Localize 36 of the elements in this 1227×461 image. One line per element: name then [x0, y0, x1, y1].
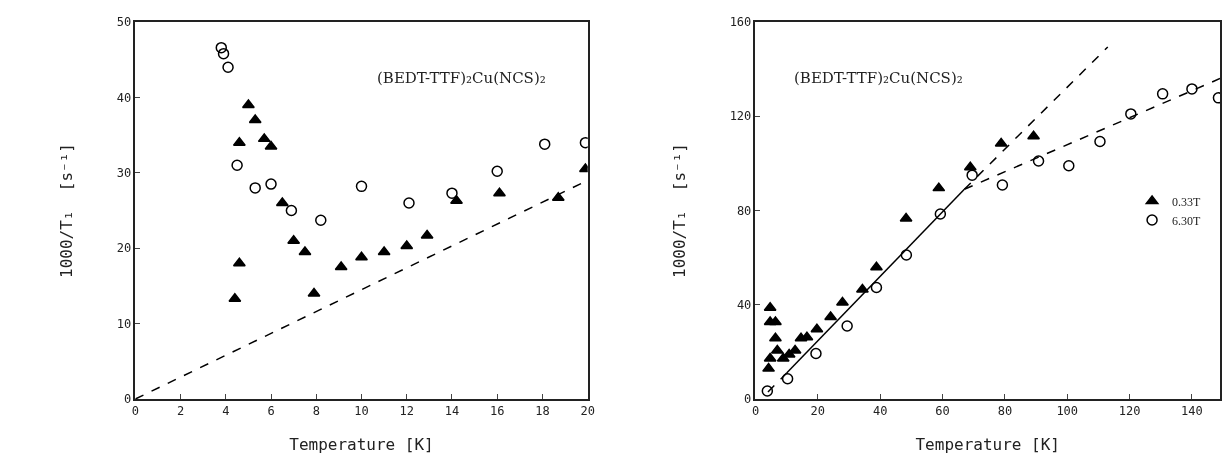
x-tick-label: 40: [872, 404, 888, 419]
x-tick-label: 4: [222, 404, 230, 419]
y-tick-label: 10: [116, 316, 132, 331]
x-tick-label: 120: [1118, 404, 1141, 419]
y-tick-label: 0: [123, 392, 132, 407]
x-tick-label: 60: [935, 404, 950, 419]
y-tick-label: 40: [116, 90, 132, 105]
x-tick-label: 20: [810, 404, 826, 419]
x-tick-label: 18: [535, 404, 550, 419]
y-axis-title: 1000/T₁ [s⁻¹]: [670, 143, 690, 278]
y-tick-label: 160: [729, 15, 752, 30]
x-tick-label: 14: [444, 404, 460, 419]
y-tick-label: 20: [116, 241, 132, 256]
x-tick-label: 2: [176, 404, 185, 419]
x-tick-label: 12: [399, 404, 414, 419]
annotation: (BEDT-TTF)₂Cu(NCS)₂: [794, 69, 963, 87]
y-tick-label: 40: [736, 297, 752, 312]
y-tick-label: 30: [116, 166, 132, 180]
x-tick-label: 10: [354, 404, 369, 419]
x-axis-title: Temperature [K]: [289, 435, 434, 455]
y-axis-title: 1000/T₁ [s⁻¹]: [57, 143, 77, 278]
y-tick-label: 80: [736, 203, 752, 218]
x-tick-label: 100: [1056, 404, 1079, 419]
x-tick-label: 6: [267, 404, 275, 419]
x-tick-label: 8: [312, 404, 320, 419]
x-tick-label: 80: [997, 404, 1013, 419]
y-tick-label: 0: [744, 392, 752, 407]
legend-label: 6.30T: [1172, 213, 1202, 228]
x-tick-label: 16: [489, 404, 505, 419]
y-tick-label: 120: [729, 109, 752, 124]
x-tick-label: 140: [1181, 404, 1203, 419]
x-tick-label: 20: [580, 404, 595, 419]
y-tick-label: 50: [116, 15, 132, 30]
x-axis-title: Temperature [K]: [915, 435, 1060, 455]
annotation: (BEDT-TTF)₂Cu(NCS)₂: [377, 69, 546, 87]
legend-label: 0.33T: [1172, 194, 1202, 209]
